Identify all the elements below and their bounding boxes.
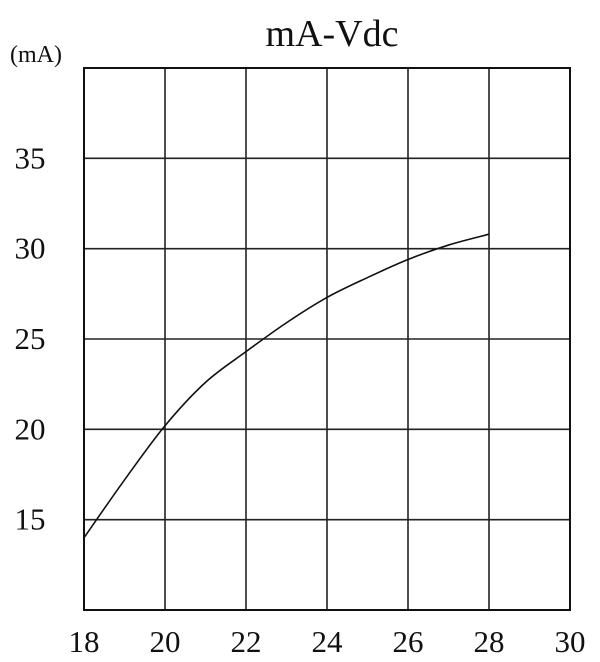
grid-layer [84, 68, 570, 610]
y-tick-label: 20 [15, 411, 46, 446]
x-tick-label: 20 [150, 624, 181, 659]
chart-title: mA-Vdc [266, 13, 399, 55]
y-tick-label: 15 [15, 502, 46, 537]
x-tick-label: 28 [474, 624, 505, 659]
x-tick-label: 22 [231, 624, 262, 659]
x-tick-label: 18 [69, 624, 100, 659]
y-tick-label: 25 [15, 321, 46, 356]
plot-frame [83, 67, 571, 611]
y-tick-labels: 15 20 25 30 35 [15, 140, 46, 536]
y-axis-unit-label: (mA) [10, 42, 62, 68]
x-tick-label: 30 [555, 624, 586, 659]
y-tick-label: 30 [15, 231, 46, 266]
y-tick-label: 35 [15, 140, 46, 175]
x-tick-label: 24 [312, 624, 344, 659]
x-tick-labels: 18 20 22 24 26 28 30 [69, 624, 586, 659]
x-tick-label: 26 [393, 624, 424, 659]
series-line [83, 233, 490, 539]
